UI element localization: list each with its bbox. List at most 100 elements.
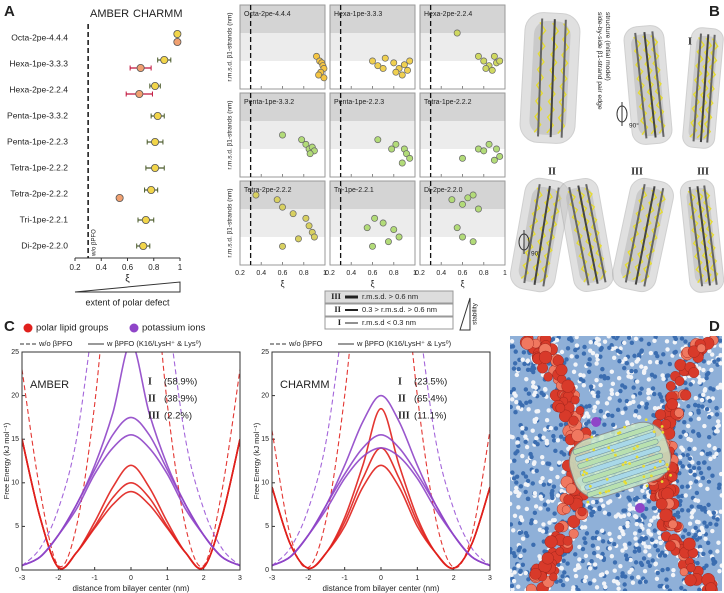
water — [512, 361, 518, 366]
water — [717, 482, 722, 487]
water — [517, 545, 523, 550]
sidechain — [653, 466, 657, 469]
reference-label: w/o βPFO — [92, 229, 98, 257]
water — [582, 536, 587, 541]
water — [633, 368, 638, 374]
water — [718, 352, 722, 358]
water — [664, 577, 669, 582]
curve — [22, 439, 240, 570]
water — [716, 485, 722, 491]
water — [592, 562, 598, 567]
data-point — [400, 61, 408, 69]
water — [510, 587, 515, 591]
water — [688, 417, 693, 422]
water — [612, 568, 617, 573]
water — [679, 493, 685, 499]
lipid-head — [563, 494, 575, 506]
panel-title: Tetra-1pe-2.2.2 — [424, 99, 472, 106]
y-tick-label: 15 — [261, 436, 269, 443]
water — [632, 497, 638, 502]
sidechain — [604, 490, 608, 494]
water — [598, 382, 603, 388]
water — [545, 499, 551, 504]
water — [688, 411, 693, 416]
structure — [509, 177, 571, 293]
water — [652, 528, 657, 533]
water — [561, 452, 567, 457]
x-tick-label: 0.2 — [69, 263, 81, 272]
water — [558, 578, 563, 584]
water — [685, 423, 691, 429]
lipid-head — [555, 547, 565, 556]
beta-strand — [579, 445, 661, 477]
water — [689, 510, 695, 515]
water — [683, 493, 688, 498]
water — [523, 439, 528, 445]
water — [534, 416, 539, 422]
water — [694, 537, 700, 542]
water — [542, 386, 548, 392]
x-tick-label: 1 — [503, 270, 507, 277]
x-tick-label: -1 — [92, 575, 98, 582]
water — [636, 574, 641, 580]
water — [620, 548, 625, 553]
data-point — [464, 194, 472, 202]
water — [590, 543, 596, 548]
x-tick-label: 0.2 — [325, 270, 335, 277]
water — [583, 574, 589, 580]
water — [510, 550, 513, 555]
lipid-head — [659, 508, 673, 522]
water — [544, 441, 550, 446]
legend-marker — [129, 323, 139, 333]
strand-backbone — [523, 184, 541, 284]
data-point — [496, 57, 504, 65]
water — [573, 347, 578, 353]
water — [651, 412, 656, 418]
beta-strand — [575, 431, 657, 462]
sidechain — [652, 430, 656, 434]
data-point — [160, 56, 169, 65]
water — [606, 412, 611, 418]
lipid-head — [525, 583, 537, 591]
water — [672, 350, 677, 355]
data-point — [371, 214, 379, 222]
water — [604, 401, 610, 406]
water — [510, 572, 514, 578]
water — [715, 419, 721, 424]
water — [600, 539, 606, 544]
water — [560, 574, 565, 579]
water — [642, 568, 648, 574]
legend-label: potassium ions — [142, 323, 206, 334]
water — [518, 569, 523, 575]
water — [548, 478, 553, 484]
data-point — [404, 66, 412, 74]
water — [717, 338, 722, 343]
data-point — [390, 226, 398, 233]
data-point — [310, 233, 318, 241]
chart-title: CHARMM — [280, 379, 330, 391]
water — [550, 337, 556, 342]
y-axis-label: Free Energy (kJ mol⁻¹) — [252, 422, 261, 499]
data-point — [453, 224, 461, 232]
water — [680, 464, 686, 469]
water — [714, 412, 720, 417]
data-point — [474, 52, 482, 60]
legend-label: polar lipid groups — [36, 323, 109, 334]
annotation-numeral: III — [398, 410, 410, 421]
water — [660, 398, 665, 403]
water — [523, 474, 529, 479]
strand-backbone — [688, 186, 704, 287]
water — [520, 536, 526, 541]
data-point — [252, 191, 260, 199]
water — [661, 376, 666, 382]
water — [566, 446, 571, 451]
water — [511, 550, 516, 556]
water — [627, 541, 632, 546]
data-point — [151, 137, 160, 146]
data-point — [474, 205, 482, 213]
water — [592, 578, 597, 583]
data-point — [398, 71, 406, 79]
data-point — [381, 54, 389, 62]
water — [602, 339, 608, 344]
water — [637, 528, 642, 533]
